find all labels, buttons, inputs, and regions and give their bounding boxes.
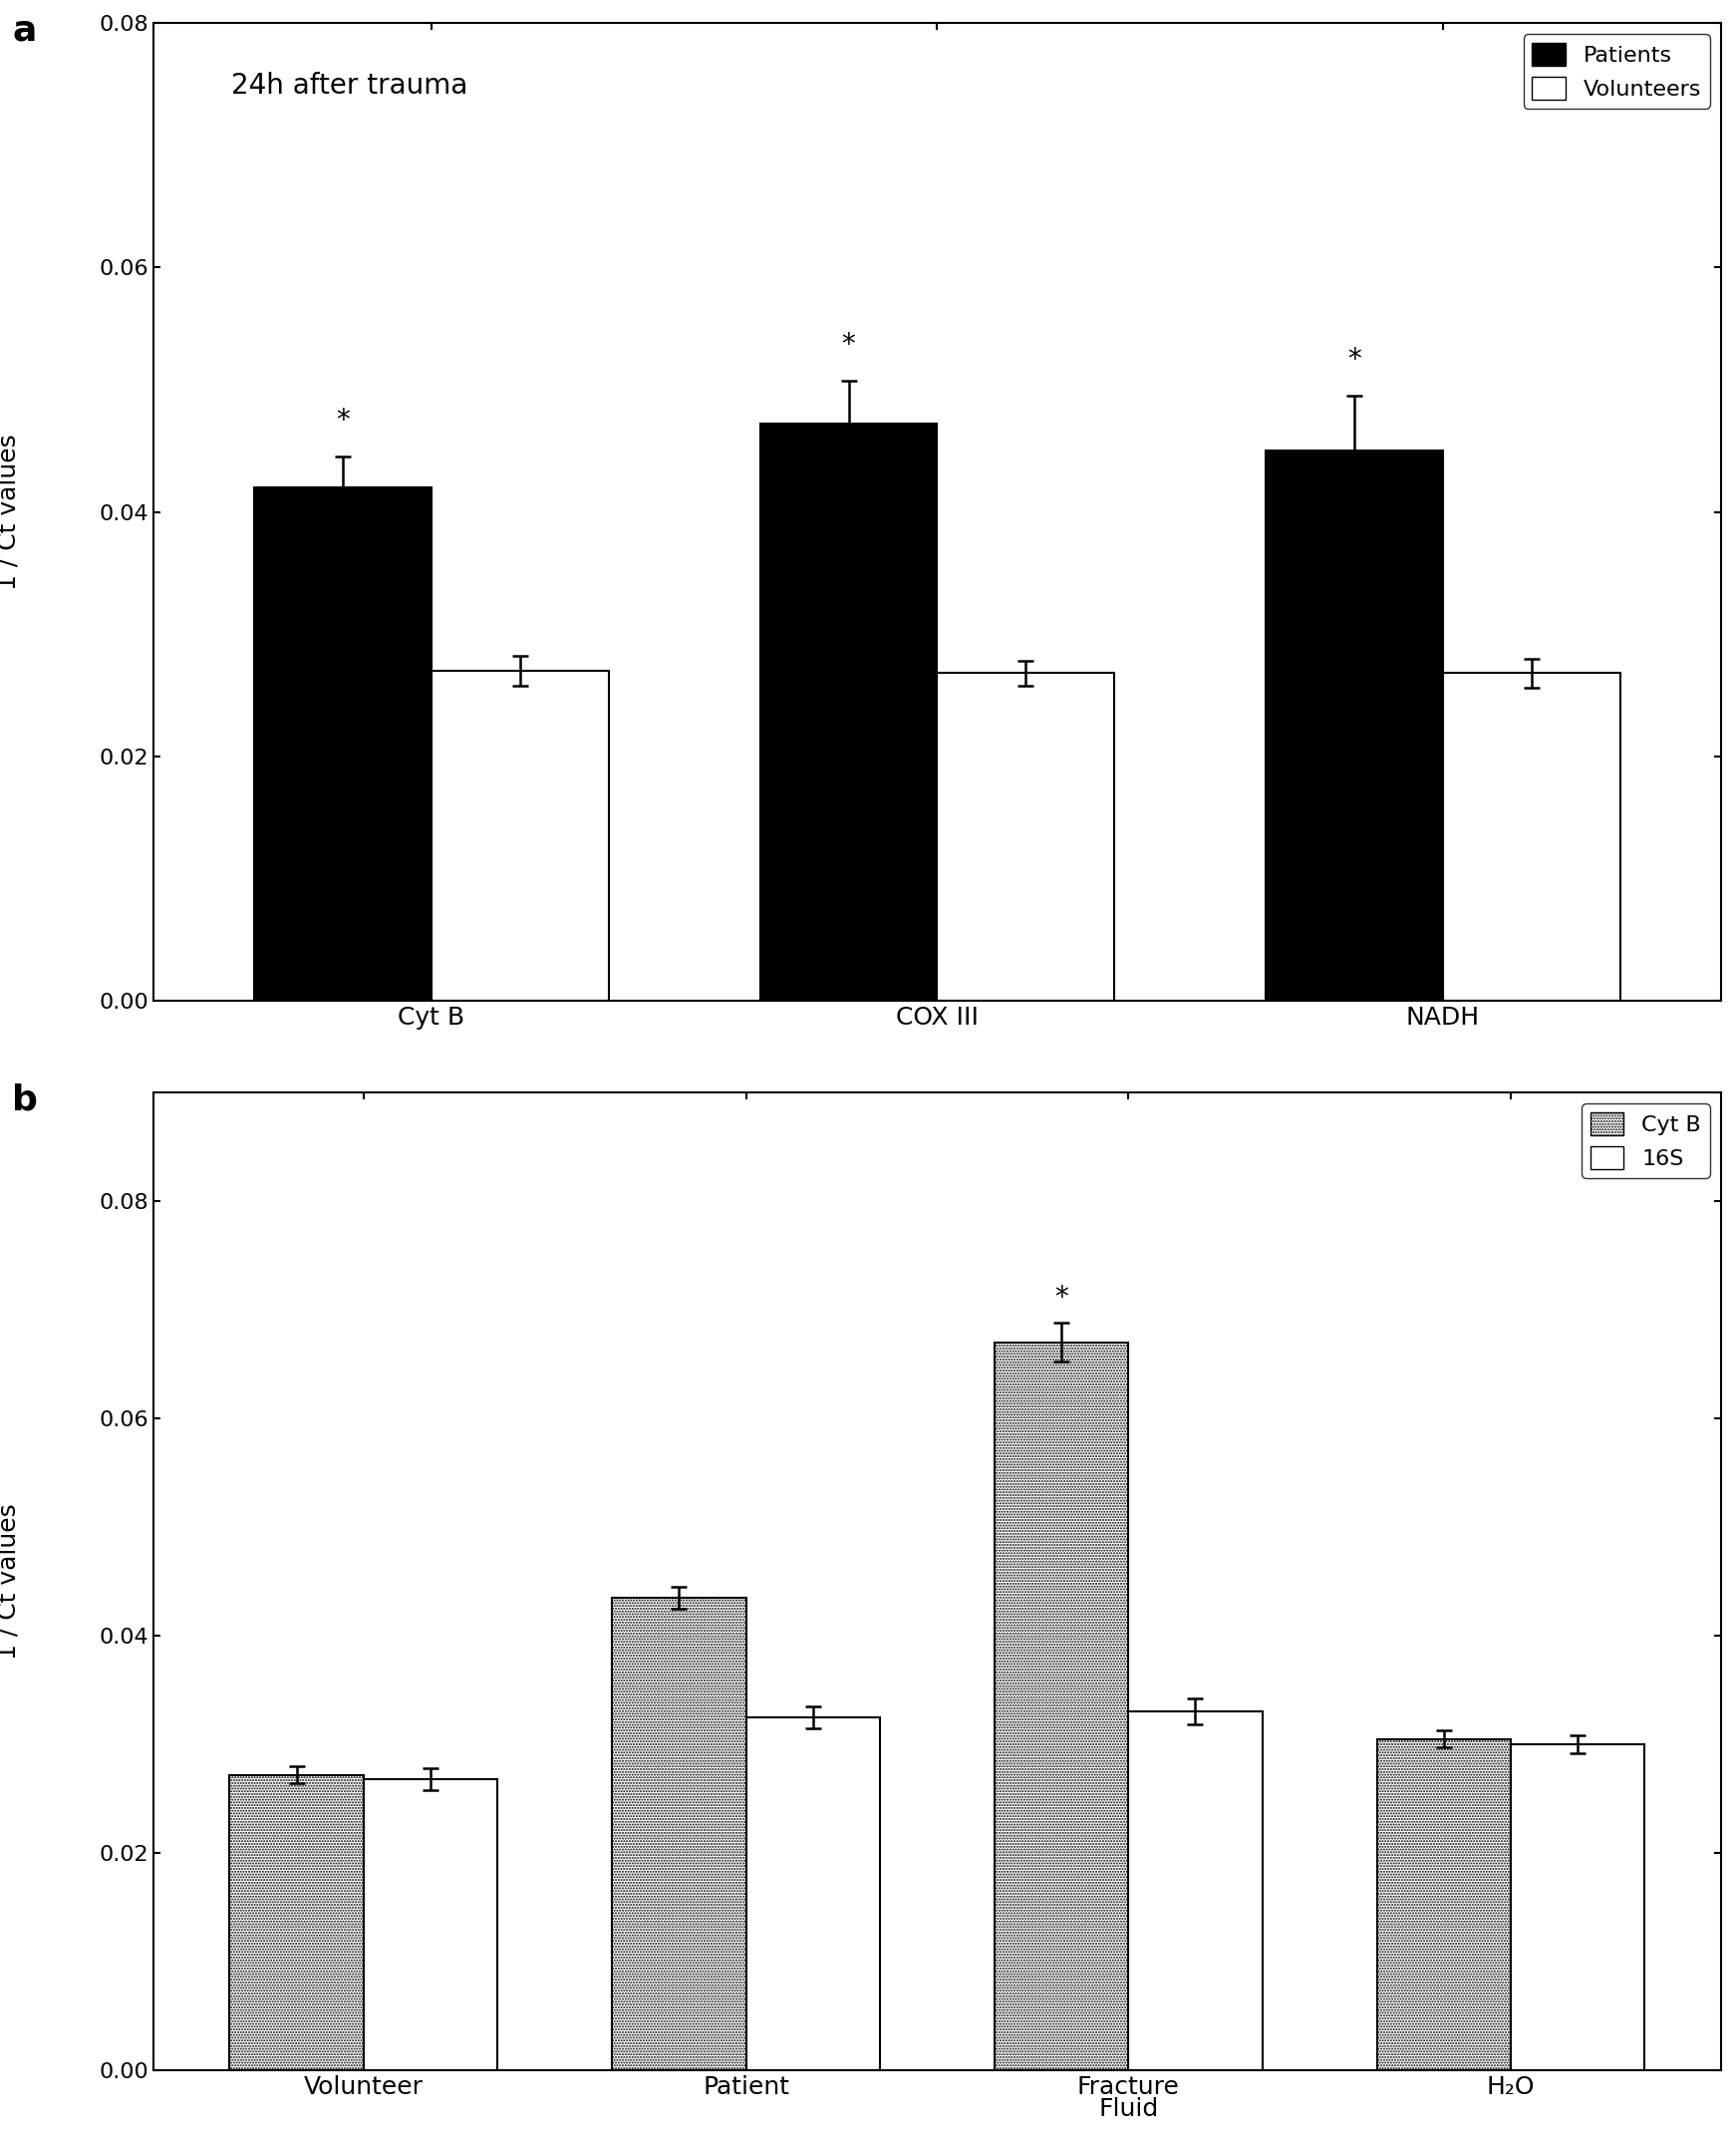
Text: 24h after trauma: 24h after trauma	[231, 73, 469, 100]
Bar	[760, 423, 937, 1002]
Bar	[1128, 1711, 1262, 2070]
Bar	[1266, 451, 1443, 1002]
Legend: Patients, Volunteers: Patients, Volunteers	[1522, 34, 1710, 109]
Text: *: *	[842, 331, 856, 359]
Text: b: b	[12, 1083, 38, 1117]
Text: *: *	[1054, 1284, 1068, 1312]
Bar	[363, 1779, 498, 2070]
Bar	[229, 1775, 363, 2070]
Bar	[746, 1717, 880, 2070]
Bar	[995, 1341, 1128, 2070]
Bar	[255, 487, 431, 1002]
Legend: Cyt B, 16S: Cyt B, 16S	[1581, 1104, 1710, 1177]
Y-axis label: 1 / Ct values: 1 / Ct values	[0, 434, 19, 590]
Bar	[1443, 673, 1620, 1002]
Text: *: *	[337, 408, 349, 436]
Y-axis label: 1 / Ct values: 1 / Ct values	[0, 1504, 19, 1660]
Bar	[431, 671, 608, 1002]
Text: *: *	[1347, 346, 1361, 374]
Bar	[1377, 1739, 1510, 2070]
Text: a: a	[12, 13, 36, 47]
Bar	[937, 673, 1115, 1002]
Bar	[613, 1598, 746, 2070]
Bar	[1510, 1745, 1644, 2070]
